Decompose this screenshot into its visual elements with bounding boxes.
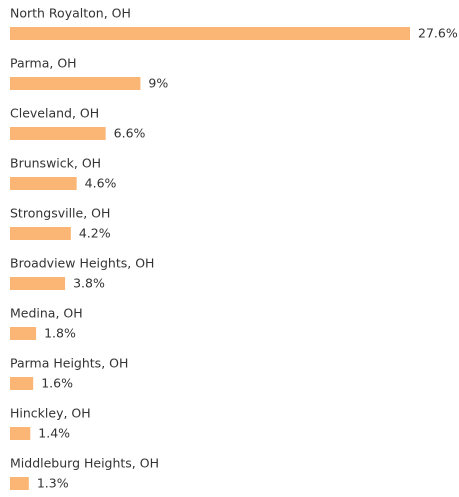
- category-label: North Royalton, OH: [10, 6, 131, 21]
- bar: [10, 127, 106, 140]
- bar: [10, 177, 77, 190]
- value-label: 1.4%: [38, 426, 70, 441]
- bar: [10, 427, 31, 440]
- value-label: 9%: [148, 76, 168, 91]
- value-label: 27.6%: [418, 26, 458, 41]
- category-label: Hinckley, OH: [10, 406, 91, 421]
- value-label: 6.6%: [114, 126, 146, 141]
- category-label: Parma, OH: [10, 56, 77, 71]
- category-label: Broadview Heights, OH: [10, 256, 154, 271]
- category-label: Parma Heights, OH: [10, 356, 128, 371]
- value-label: 1.8%: [44, 326, 76, 341]
- bar: [10, 377, 34, 390]
- category-label: Middleburg Heights, OH: [10, 456, 159, 471]
- value-label: 1.3%: [37, 476, 69, 491]
- value-label: 4.6%: [85, 176, 117, 191]
- value-label: 1.6%: [41, 376, 73, 391]
- bar: [10, 227, 71, 240]
- value-label: 3.8%: [73, 276, 105, 291]
- category-label: Strongsville, OH: [10, 206, 110, 221]
- category-label: Medina, OH: [10, 306, 83, 321]
- value-label: 4.2%: [79, 226, 111, 241]
- bar: [10, 27, 410, 40]
- bar: [10, 477, 29, 490]
- category-label: Cleveland, OH: [10, 106, 99, 121]
- category-label: Brunswick, OH: [10, 156, 101, 171]
- bar: [10, 327, 37, 340]
- bar: [10, 277, 66, 290]
- bar: [10, 77, 141, 90]
